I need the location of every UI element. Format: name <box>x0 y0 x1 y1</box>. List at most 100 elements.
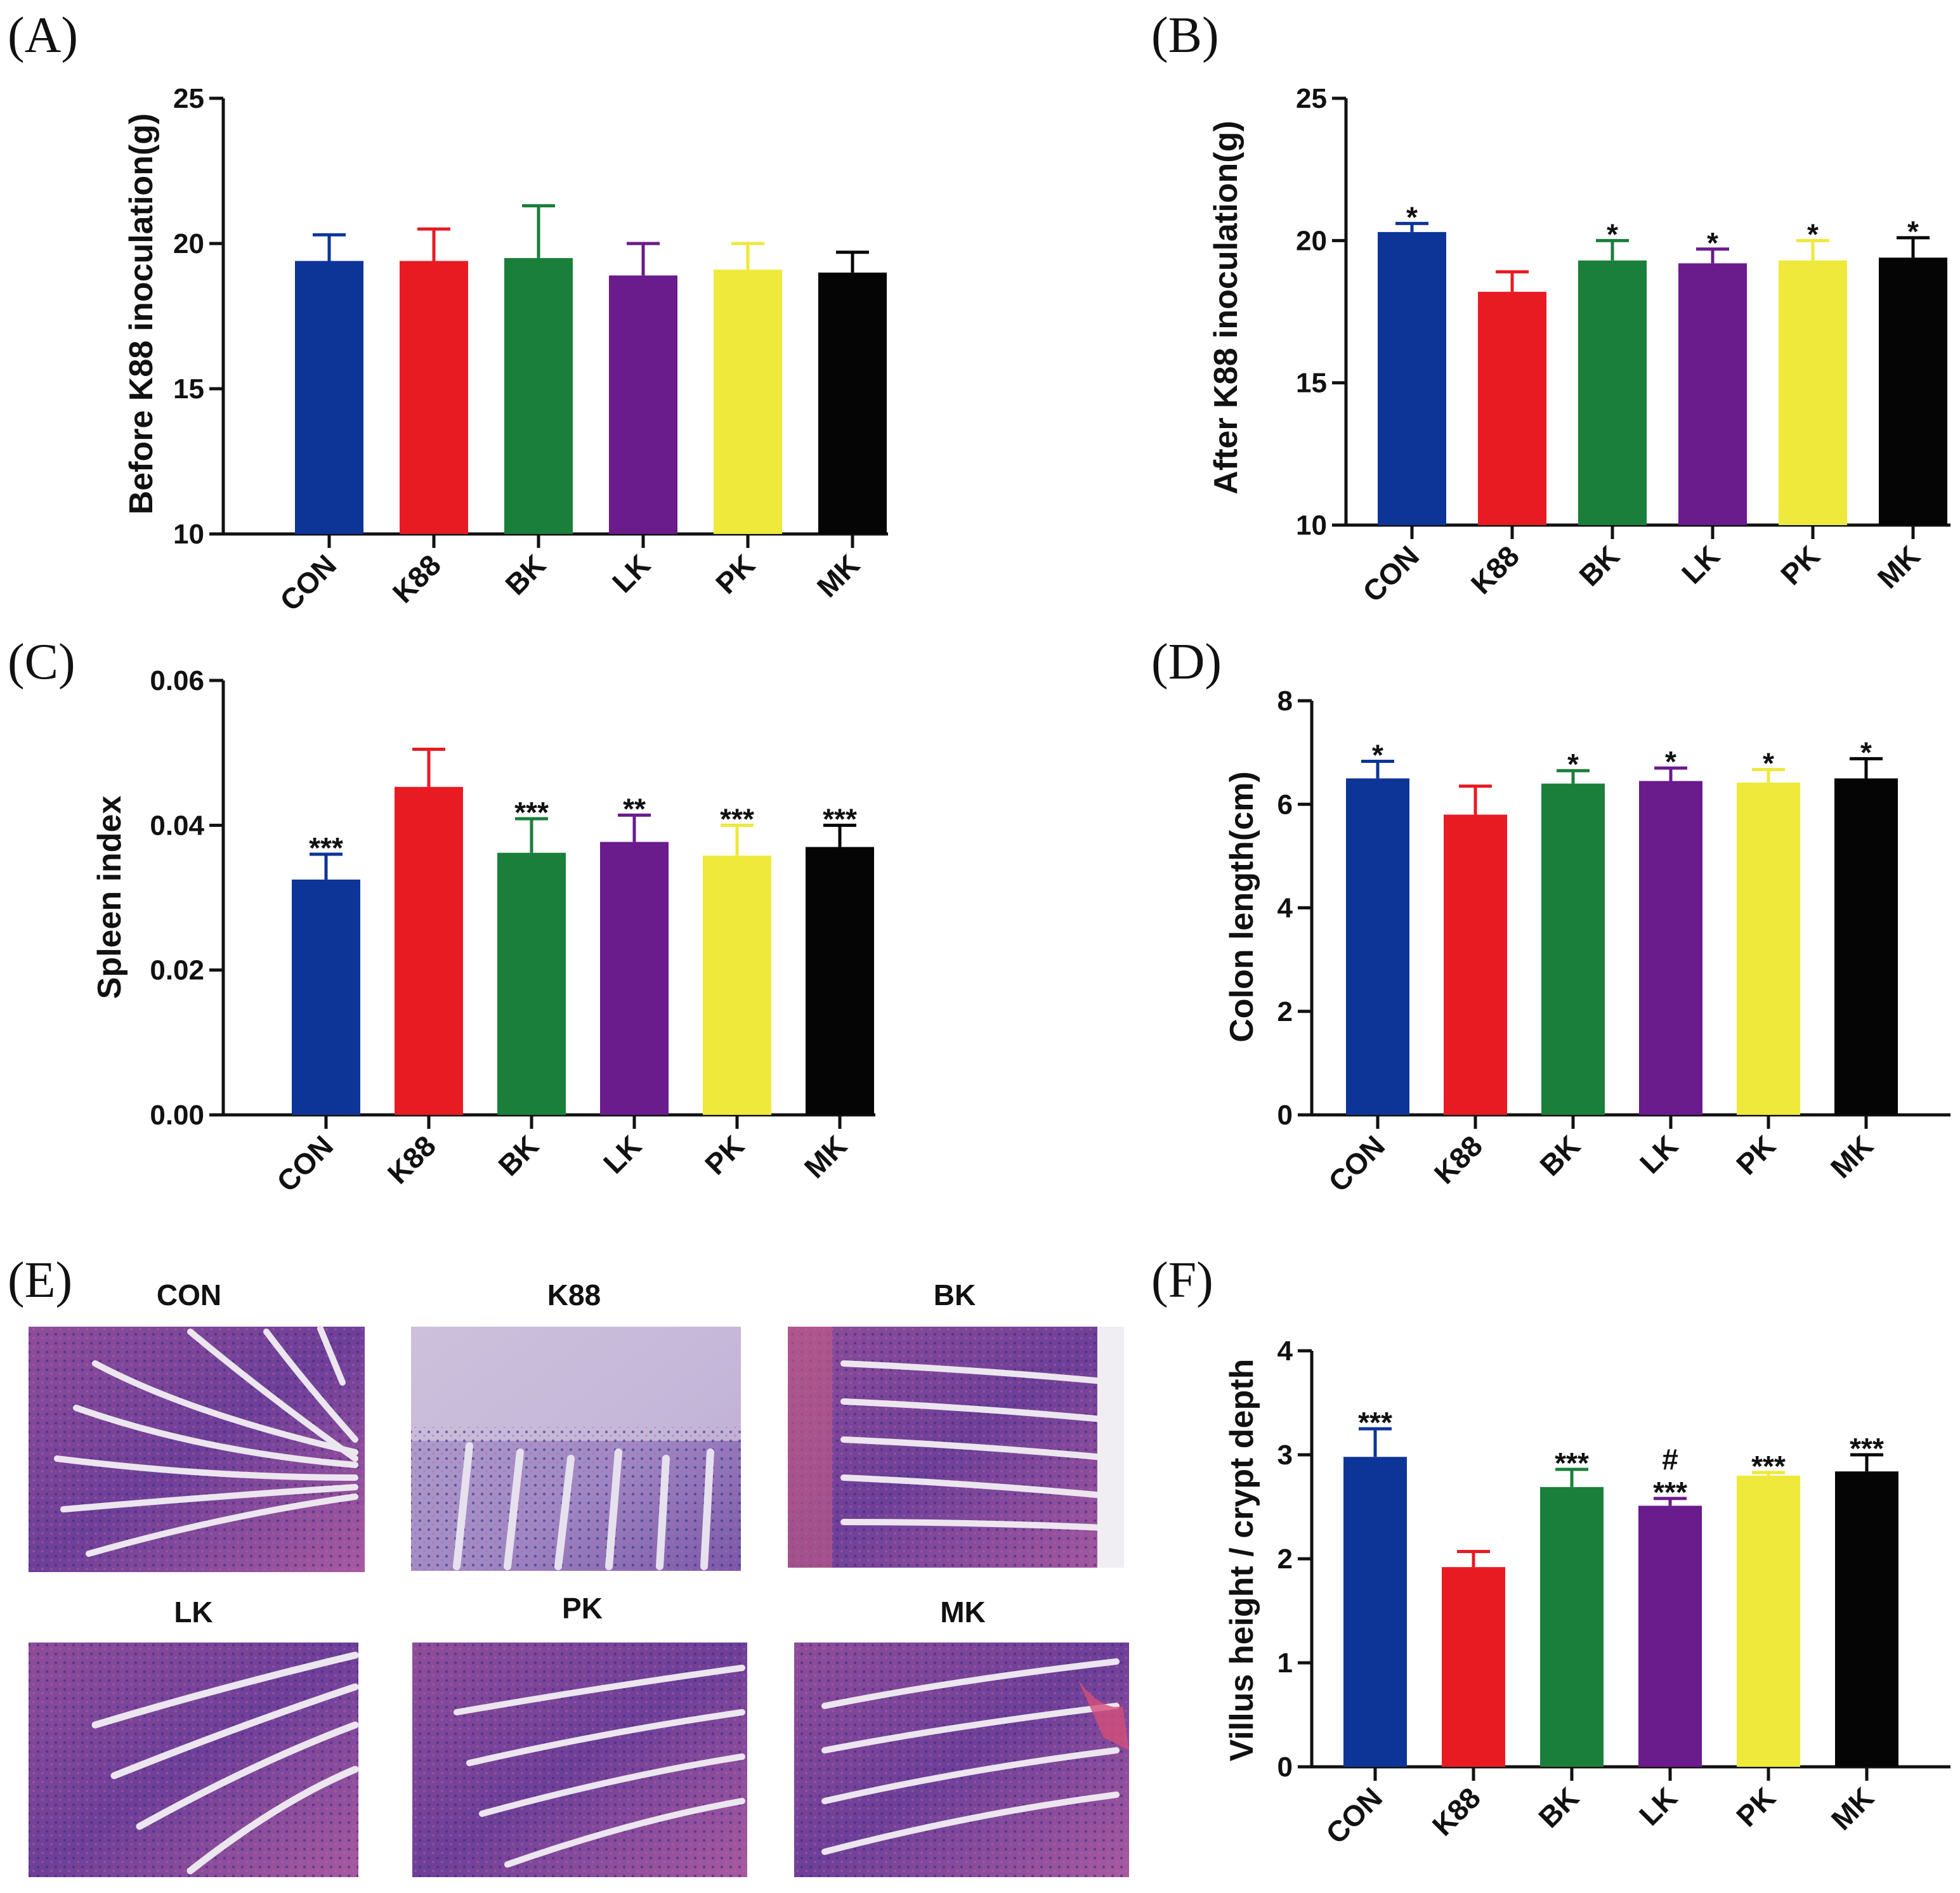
category-label: PK <box>698 1129 750 1181</box>
significance-marker: * <box>1707 226 1718 259</box>
category-label: MK <box>811 548 866 603</box>
bar-pk <box>1737 1475 1800 1767</box>
bar-mk <box>806 847 874 1115</box>
bar-lk <box>1639 781 1702 1115</box>
category-label: CON <box>273 548 343 617</box>
micrograph-bk <box>788 1327 1124 1568</box>
y-axis-label: Colon length(cm) <box>1224 771 1260 1043</box>
chart-before-k88: Before K88 inoculation(g) 10 15 20 25 CON K88 B… <box>123 83 888 617</box>
bar-lk <box>1678 263 1747 525</box>
category-label: LK <box>606 548 657 599</box>
significance-marker: *** <box>720 802 754 835</box>
bar-k88 <box>1444 814 1507 1115</box>
y-axis-label: Villus height / crypt depth <box>1224 1359 1260 1762</box>
bar-k88 <box>1442 1567 1505 1767</box>
y-tick-label: 4 <box>1277 893 1293 924</box>
significance-marker: * <box>1607 218 1618 250</box>
bar-lk <box>1638 1506 1702 1767</box>
significance-marker: * <box>1372 739 1383 772</box>
significance-marker: * <box>1665 745 1676 778</box>
bar-k88 <box>395 786 463 1115</box>
y-tick-label: 20 <box>1296 225 1327 256</box>
panel-e: (E) CON K88 BK LK PK MK <box>8 1252 1129 1877</box>
panel-label-c: (C) <box>8 634 75 690</box>
y-tick-label: 15 <box>173 374 204 405</box>
panel-label-a: (A) <box>8 8 78 63</box>
bar-k88 <box>400 261 468 534</box>
micrograph-mk <box>794 1643 1129 1877</box>
significance-marker: *** <box>1751 1450 1786 1483</box>
category-label: MK <box>1871 539 1926 594</box>
histo-title-pk: PK <box>562 1592 603 1625</box>
y-tick-label: 25 <box>173 83 204 114</box>
category-label: K88 <box>381 1129 442 1190</box>
chart-spleen-index: Spleen index 0.00 0.02 0.04 0.06 CON *** K88 BK *… <box>91 665 875 1198</box>
panel-b: (B) After K88 inoculation(g) 10 15 20 25 CON *… <box>1151 8 1950 608</box>
category-label: K88 <box>386 548 447 609</box>
bar-con <box>295 261 363 534</box>
y-tick-label: 0 <box>1277 1752 1293 1783</box>
significance-marker: *** <box>1653 1476 1687 1509</box>
significance-marker: * <box>1907 215 1919 248</box>
histo-title-con: CON <box>157 1278 221 1311</box>
micrograph-con <box>29 1325 365 1572</box>
panel-a: (A) Before K88 inoculation(g) 10 15 20 25 CON… <box>8 8 888 617</box>
y-tick-label: 0.06 <box>150 665 204 696</box>
y-tick-label: 6 <box>1277 789 1293 820</box>
y-tick-label: 0.04 <box>150 810 204 841</box>
category-label: CON <box>270 1129 339 1198</box>
bar-bk <box>1540 1486 1604 1767</box>
bar-k88 <box>1478 292 1546 525</box>
bar-mk <box>818 272 887 534</box>
bar-con <box>1378 231 1446 525</box>
significance-marker: * <box>1406 200 1418 233</box>
panel-label-d: (D) <box>1151 634 1222 690</box>
y-tick-label: 1 <box>1277 1648 1293 1679</box>
y-tick-label: 2 <box>1277 1544 1293 1575</box>
category-label: LK <box>1633 1781 1683 1831</box>
y-tick-label: 0 <box>1277 1100 1293 1131</box>
chart-after-k88: After K88 inoculation(g) 10 15 20 25 CON * K88 B… <box>1208 83 1950 608</box>
y-tick-label: 0.00 <box>150 1100 204 1131</box>
significance-marker: # <box>1662 1443 1678 1476</box>
category-label: LK <box>1633 1129 1684 1180</box>
y-tick-label: 0.02 <box>150 955 204 986</box>
category-label: PK <box>1774 539 1826 591</box>
y-tick-label: 3 <box>1277 1440 1293 1471</box>
category-label: BK <box>1533 1129 1586 1182</box>
y-tick-label: 8 <box>1277 686 1293 717</box>
category-label: BK <box>492 1129 545 1182</box>
bar-bk <box>504 257 573 534</box>
category-label: BK <box>1532 1781 1585 1834</box>
bar-lk <box>609 275 677 534</box>
histo-title-mk: MK <box>940 1596 986 1629</box>
bar-bk <box>1578 260 1647 525</box>
bar-mk <box>1879 257 1947 525</box>
significance-marker: ** <box>623 792 646 825</box>
histo-title-lk: LK <box>174 1596 212 1629</box>
significance-marker: *** <box>823 802 857 835</box>
bar-pk <box>1779 260 1847 525</box>
category-label: K88 <box>1465 539 1526 600</box>
y-tick-label: 4 <box>1277 1336 1293 1367</box>
y-axis-label: After K88 inoculation(g) <box>1208 120 1245 494</box>
micrograph-pk <box>412 1643 747 1877</box>
panel-label-b: (B) <box>1151 8 1219 63</box>
significance-marker: *** <box>309 831 343 864</box>
y-tick-label: 25 <box>1296 83 1327 114</box>
y-axis-label: Before K88 inoculation(g) <box>123 114 160 515</box>
bar-pk <box>714 270 782 534</box>
significance-marker: * <box>1807 218 1819 250</box>
bar-pk <box>703 855 771 1115</box>
chart-villus-crypt: Villus height / crypt depth 0 1 2 3 4 CON *** K8… <box>1224 1336 1950 1850</box>
bar-pk <box>1737 782 1800 1115</box>
y-tick-label: 2 <box>1277 996 1293 1027</box>
y-tick-label: 20 <box>173 228 204 259</box>
category-label: PK <box>1730 1781 1782 1833</box>
panel-c: (C) Spleen index 0.00 0.02 0.04 0.06 CON *** K8… <box>8 634 875 1198</box>
chart-colon-length: Colon length(cm) 0 2 4 6 8 CON * K88 BK * LK * PK * MK * <box>1224 686 1950 1198</box>
category-label: MK <box>798 1129 853 1184</box>
significance-marker: * <box>1763 747 1774 780</box>
significance-marker: *** <box>1358 1406 1392 1439</box>
